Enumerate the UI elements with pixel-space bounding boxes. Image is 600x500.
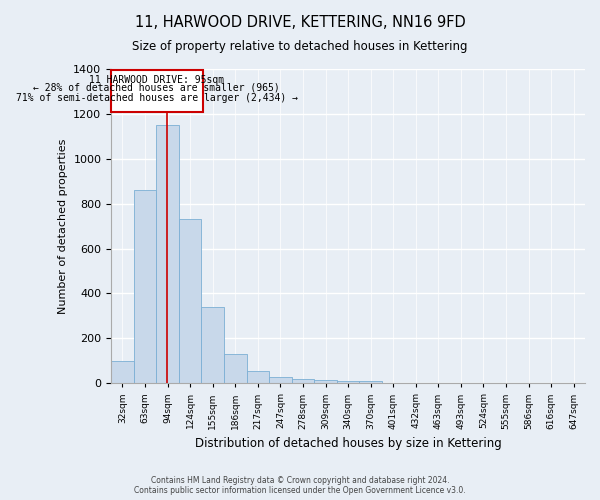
Text: 11 HARWOOD DRIVE: 95sqm: 11 HARWOOD DRIVE: 95sqm [89, 74, 224, 85]
Y-axis label: Number of detached properties: Number of detached properties [58, 138, 68, 314]
Bar [247, 371, 269, 384]
Text: Size of property relative to detached houses in Kettering: Size of property relative to detached ho… [132, 40, 468, 53]
FancyBboxPatch shape [111, 70, 203, 112]
X-axis label: Distribution of detached houses by size in Kettering: Distribution of detached houses by size … [195, 437, 502, 450]
Bar [224, 354, 247, 384]
Bar [134, 190, 156, 384]
Bar [337, 381, 359, 384]
Text: 71% of semi-detached houses are larger (2,434) →: 71% of semi-detached houses are larger (… [16, 92, 298, 102]
Bar [156, 125, 179, 384]
Bar [269, 376, 292, 384]
Bar [314, 380, 337, 384]
Bar [111, 361, 134, 384]
Bar [292, 379, 314, 384]
Text: ← 28% of detached houses are smaller (965): ← 28% of detached houses are smaller (96… [34, 82, 280, 92]
Text: Contains HM Land Registry data © Crown copyright and database right 2024.
Contai: Contains HM Land Registry data © Crown c… [134, 476, 466, 495]
Bar [202, 307, 224, 384]
Bar [359, 381, 382, 384]
Text: 11, HARWOOD DRIVE, KETTERING, NN16 9FD: 11, HARWOOD DRIVE, KETTERING, NN16 9FD [134, 15, 466, 30]
Bar [179, 220, 202, 384]
